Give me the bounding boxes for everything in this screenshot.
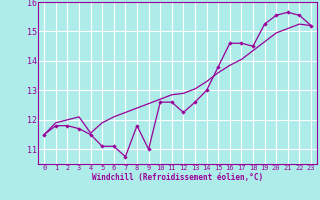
X-axis label: Windchill (Refroidissement éolien,°C): Windchill (Refroidissement éolien,°C) [92,173,263,182]
